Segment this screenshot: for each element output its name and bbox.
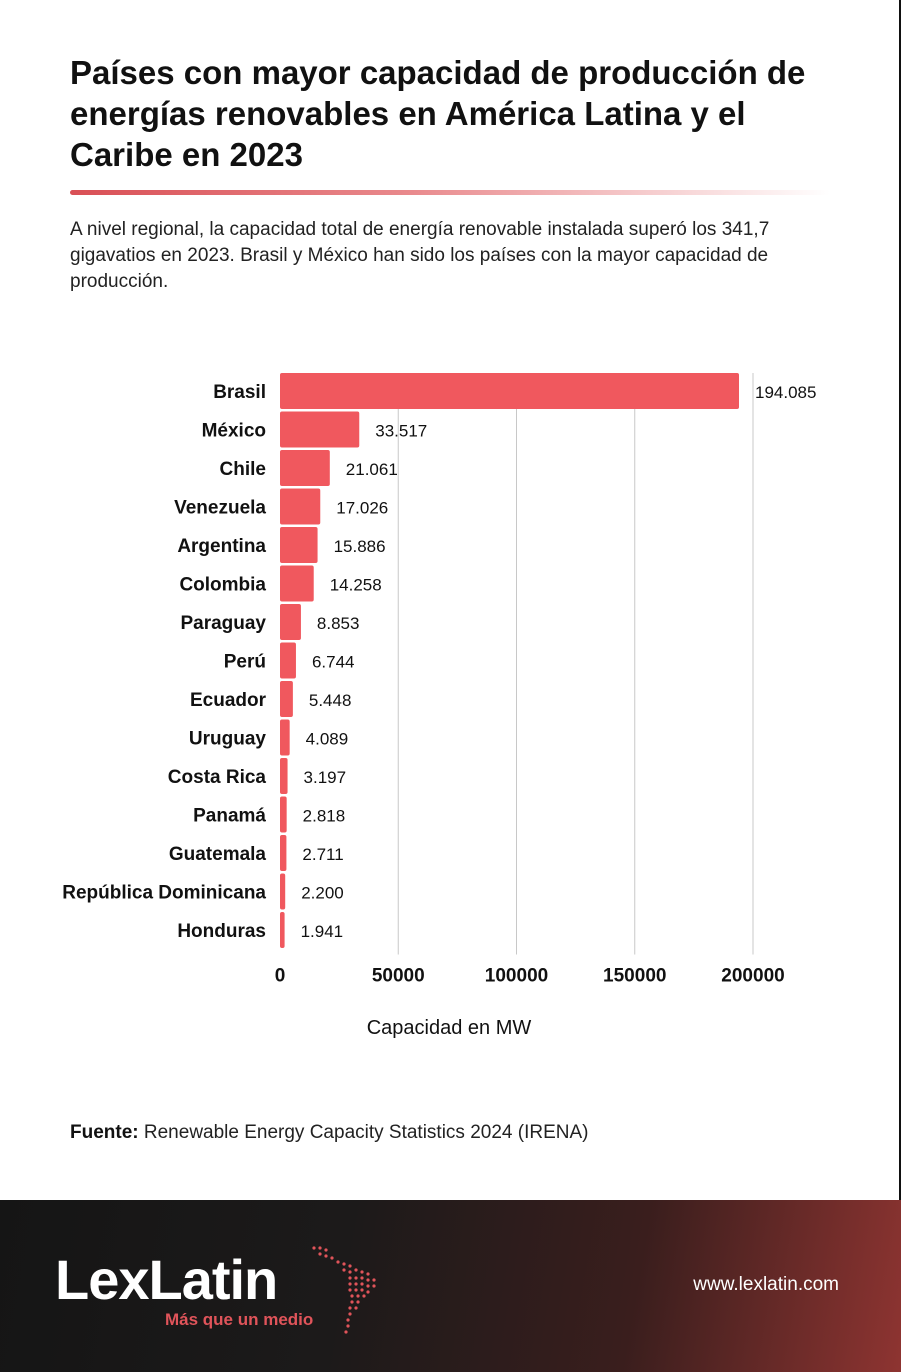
grid-lines xyxy=(397,373,754,955)
x-axis-label: Capacidad en MW xyxy=(367,1017,532,1039)
page-right-border xyxy=(899,0,901,1200)
bars xyxy=(280,373,740,948)
footer-banner: LexLatin Más que un medio www.lexlatin.c… xyxy=(0,1200,901,1372)
category-labels: Brasil México Chile Venezuela Argentina Colom… xyxy=(62,382,266,942)
bar xyxy=(280,411,360,448)
bar xyxy=(280,565,314,602)
bar xyxy=(280,527,318,563)
category-label: Uruguay xyxy=(189,729,267,750)
value-label: 2.818 xyxy=(303,807,346,826)
tagline: Más que un medio xyxy=(165,1310,314,1329)
bar xyxy=(280,642,296,679)
source-label: Fuente: xyxy=(70,1122,139,1143)
bar xyxy=(280,488,321,525)
value-label: 17.026 xyxy=(336,499,388,518)
chart-title: Países con mayor capacidad de producción… xyxy=(70,54,806,173)
category-label: Colombia xyxy=(179,575,266,596)
bar xyxy=(280,758,288,794)
category-label: Paraguay xyxy=(180,613,266,634)
x-tick-label: 200000 xyxy=(721,966,784,987)
x-tick-label: 100000 xyxy=(485,966,548,987)
value-label: 194.085 xyxy=(755,383,816,402)
title-underline xyxy=(70,190,830,195)
value-label: 2.200 xyxy=(301,884,344,903)
category-label: Perú xyxy=(224,652,266,673)
bar-chart: Brasil México Chile Venezuela Argentina Colom… xyxy=(62,373,817,1039)
category-label: Ecuador xyxy=(190,690,267,711)
value-label: 33.517 xyxy=(375,422,427,441)
source-text: Renewable Energy Capacity Statistics 202… xyxy=(143,1122,589,1143)
value-label: 3.197 xyxy=(304,768,347,787)
bar xyxy=(280,719,290,756)
bar xyxy=(280,681,293,717)
bar xyxy=(280,835,287,871)
category-label: México xyxy=(202,421,266,442)
value-labels: 194.085 33.517 21.061 17.026 15.886 14.258 8.8… xyxy=(301,383,817,941)
value-label: 21.061 xyxy=(346,460,398,479)
category-label: Argentina xyxy=(177,536,266,557)
value-label: 4.089 xyxy=(306,730,349,749)
source-note: Fuente: Renewable Energy Capacity Statis… xyxy=(70,1122,588,1144)
category-label: Honduras xyxy=(177,921,266,942)
latin-america-map-icon xyxy=(312,1246,376,1334)
category-label: Brasil xyxy=(213,382,266,403)
value-label: 1.941 xyxy=(301,922,344,941)
bar xyxy=(280,873,286,910)
bar xyxy=(280,604,301,640)
category-label: Costa Rica xyxy=(168,767,267,788)
bar xyxy=(280,796,287,833)
category-label: Guatemala xyxy=(169,844,267,865)
bar xyxy=(280,373,740,409)
bar xyxy=(280,450,330,486)
value-label: 6.744 xyxy=(312,653,355,672)
value-label: 2.711 xyxy=(302,845,343,864)
value-label: 8.853 xyxy=(317,614,360,633)
website-url[interactable]: www.lexlatin.com xyxy=(693,1274,839,1295)
category-label: Panamá xyxy=(193,806,266,827)
chart-subtitle: A nivel regional, la capacidad total de … xyxy=(70,219,770,292)
x-tick-label: 0 xyxy=(275,966,286,987)
value-label: 5.448 xyxy=(309,691,352,710)
category-label: Chile xyxy=(220,459,266,480)
value-label: 15.886 xyxy=(334,537,386,556)
value-label: 14.258 xyxy=(330,576,382,595)
x-tick-labels: 0 50000 100000 150000 200000 xyxy=(275,966,785,987)
bar xyxy=(280,912,285,948)
x-tick-label: 150000 xyxy=(603,966,666,987)
x-tick-label: 50000 xyxy=(372,966,425,987)
category-label: Venezuela xyxy=(174,498,266,519)
category-label: República Dominicana xyxy=(62,883,266,904)
lexlatin-logo[interactable]: LexLatin xyxy=(55,1248,278,1311)
